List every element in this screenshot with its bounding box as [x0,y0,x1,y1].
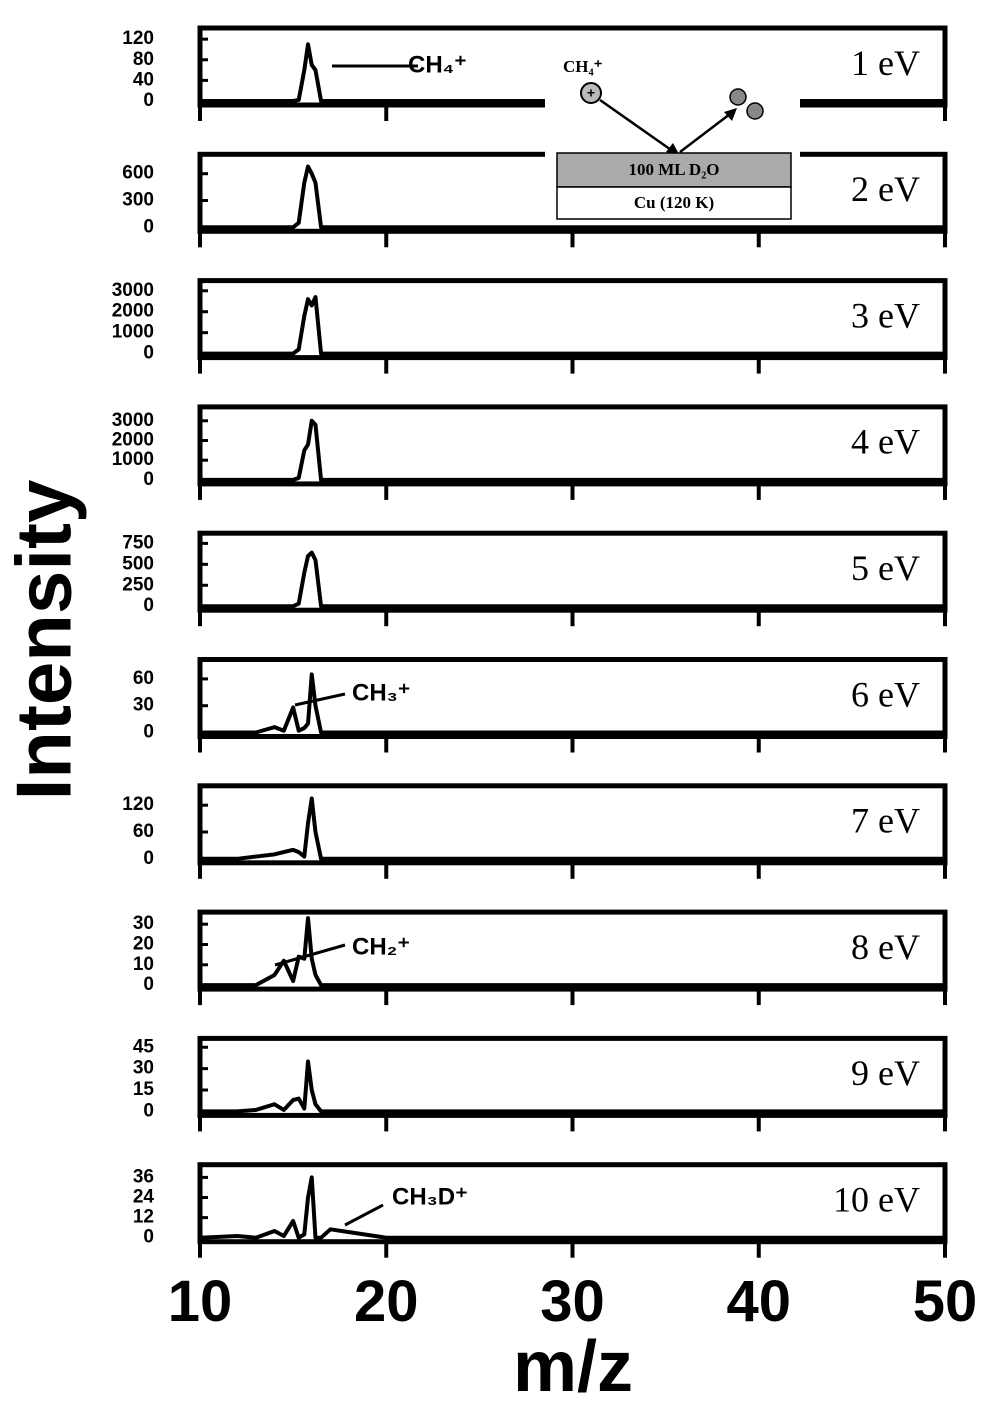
x-tick-label: 20 [354,1269,419,1334]
annotation-arrow [344,1203,384,1227]
arrow [679,113,731,153]
spectrum-line [200,42,945,103]
y-tick-label: 45 [133,1036,155,1057]
y-tick-label: 0 [143,974,154,995]
panel-label: 2 eV [851,169,920,209]
y-tick-label: 0 [143,90,154,111]
ion-sign: + [587,85,595,101]
panel-label: 10 eV [833,1179,920,1219]
y-tick-label: 3000 [112,410,154,431]
y-tick-label: 300 [122,190,154,211]
spectrum-line [199,1175,945,1240]
y-tick-label: 0 [143,216,154,237]
x-axis-label: m/z [513,1327,633,1406]
y-tick-label: 0 [143,469,154,490]
peak-annotation: CH₃D⁺ [392,1183,468,1210]
panel-label: 7 eV [851,801,920,841]
y-tick-label: 80 [133,49,154,70]
y-tick-label: 0 [143,848,154,869]
arrowhead [724,108,737,121]
x-tick-label: 30 [540,1269,605,1334]
panel-frame [197,530,948,613]
x-tick-label: 40 [726,1269,791,1334]
panel-label: 4 eV [851,422,920,462]
y-tick-label: 15 [133,1079,155,1100]
y-tick-label: 3000 [112,280,154,301]
y-tick-label: 120 [122,794,154,815]
spectrum-line [200,418,945,482]
x-tick-label: 10 [168,1269,233,1334]
spectrum-line [200,796,945,861]
fragment-icon [746,102,764,120]
inset: CH₄⁺ + 100 ML D₂O Cu (120 K) [545,57,800,220]
y-axis-label: Intensity [0,480,88,801]
y-tick-label: 1000 [112,449,154,470]
spectrum-line [200,164,945,230]
spectrum-line [200,550,945,609]
panel-frame [197,404,948,487]
y-tick-label: 20 [133,934,154,955]
spectrum-line [200,1059,945,1114]
y-tick-label: 24 [133,1187,155,1208]
y-tick-label: 2000 [112,430,154,451]
y-tick-label: 60 [133,821,154,842]
y-tick-label: 750 [122,532,154,553]
panel-label: 1 eV [851,43,920,83]
substrate-box [556,186,792,220]
spectrum-line [200,916,945,988]
inset-ion: CH₄⁺ [563,57,603,76]
x-tick-label: 50 [913,1269,978,1334]
y-tick-label: 120 [122,28,154,49]
ion-icon [580,82,602,104]
y-tick-label: 0 [143,343,154,364]
panel-label: 8 eV [851,927,920,967]
substrate-label: Cu (120 K) [634,193,714,212]
y-tick-label: 40 [133,69,154,90]
panel-label: 6 eV [851,674,920,714]
y-tick-label: 36 [133,1166,154,1187]
y-tick-label: 0 [143,722,154,743]
y-tick-label: 250 [122,574,154,595]
y-tick-label: 60 [133,668,154,689]
peak-annotation: CH₂⁺ [352,933,410,960]
y-tick-label: 0 [143,595,154,616]
panel-frame [197,278,948,361]
y-tick-label: 2000 [112,301,154,322]
y-tick-label: 12 [133,1207,154,1228]
y-tick-label: 1000 [112,322,154,343]
y-tick-label: 10 [133,954,154,975]
layer-box [556,152,792,188]
panel-label: 3 eV [851,295,920,335]
peak-annotation: CH₃⁺ [352,679,410,706]
y-tick-label: 600 [122,163,154,184]
layer-label: 100 ML D₂O [628,160,719,179]
y-tick-label: 0 [143,1100,154,1121]
fragment-icon [729,88,747,106]
spectrum-line [200,672,945,735]
y-tick-label: 0 [143,1227,154,1248]
y-tick-label: 30 [133,695,154,716]
y-tick-label: 30 [133,1058,154,1079]
annotation-arrow [294,692,346,707]
y-tick-label: 30 [133,913,154,934]
arrow [599,98,675,154]
annotation-arrow [274,943,346,967]
y-tick-label: 500 [122,553,154,574]
spectrum-line [200,295,945,356]
panel-label: 5 eV [851,548,920,588]
panel-label: 9 eV [851,1053,920,1093]
